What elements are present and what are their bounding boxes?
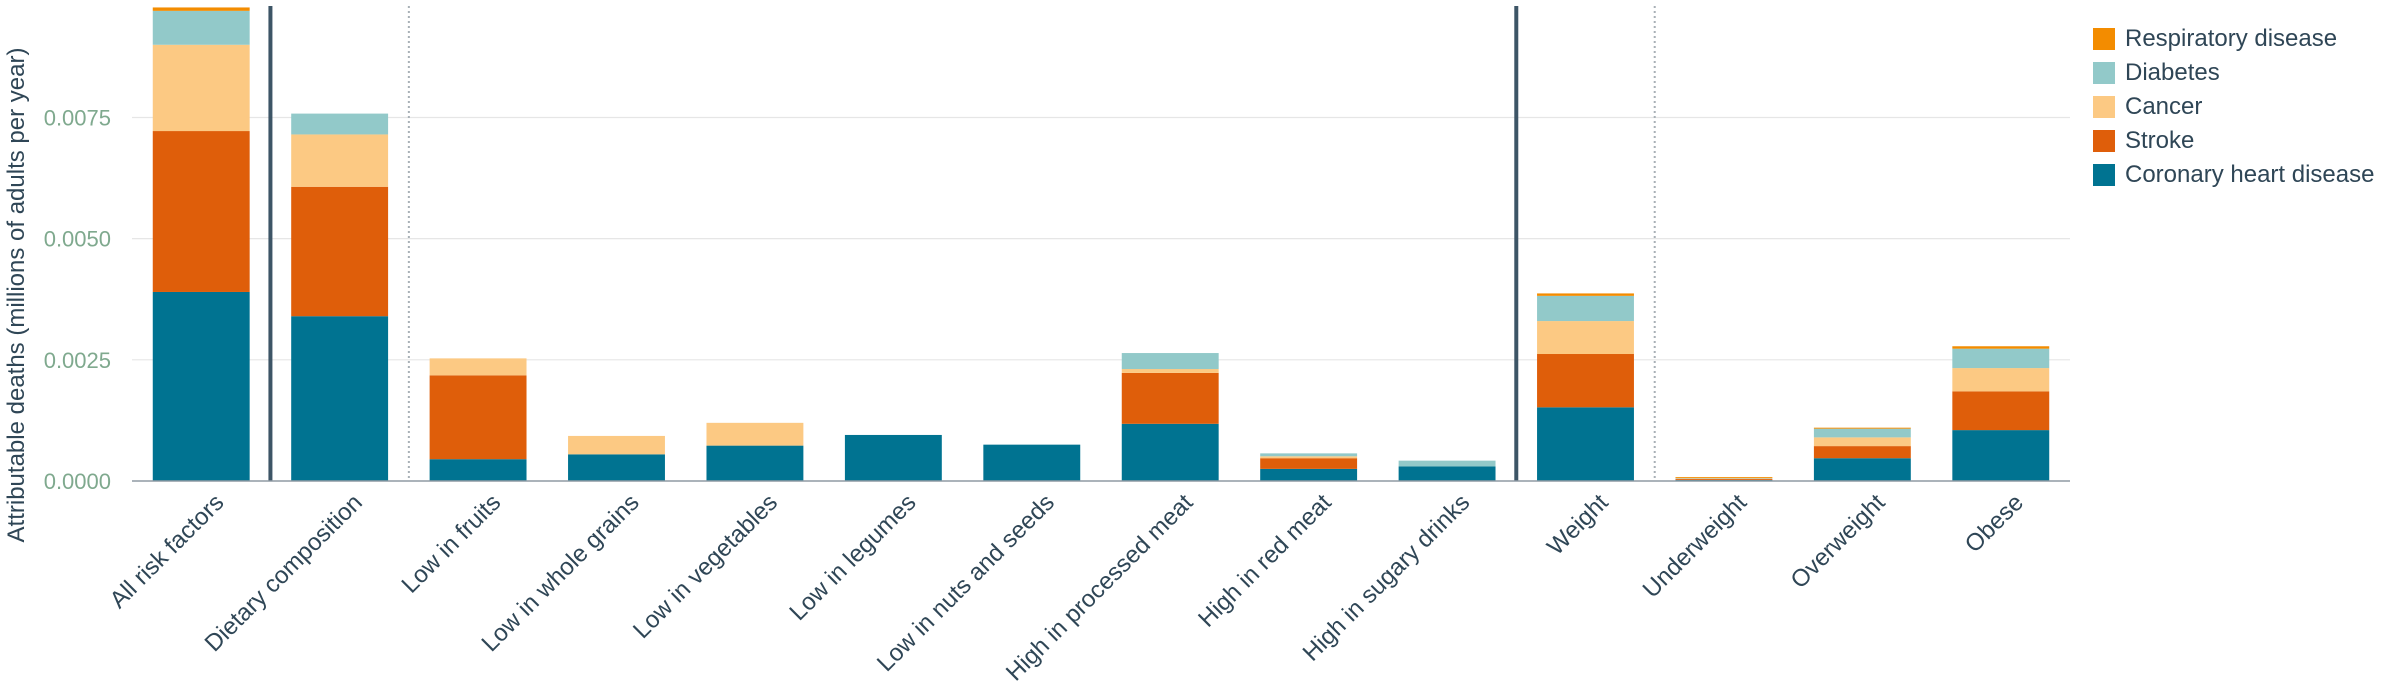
bar-weight-stroke[interactable] [1537, 354, 1634, 408]
bar-low-in-legumes-coronary-heart-disease[interactable] [844, 434, 942, 481]
x-tick-label-all-risk-factors: All risk factors [105, 489, 230, 614]
x-tick-label-low-in-vegetables: Low in vegetables [628, 489, 783, 644]
bar-low-in-fruits-cancer[interactable] [429, 358, 527, 376]
gridlines [132, 116, 2070, 361]
bar-low-in-vegetables-coronary-heart-disease[interactable] [706, 445, 804, 481]
bar-high-in-red-meat-diabetes[interactable] [1260, 453, 1358, 457]
bar-low-in-fruits-stroke[interactable] [429, 375, 527, 460]
bar-high-in-sugary-drinks-coronary-heart-disease[interactable] [1398, 466, 1496, 481]
x-tick-label-low-in-whole-grains: Low in whole grains [476, 489, 644, 657]
bar-high-in-processed-meat-stroke[interactable] [1121, 372, 1219, 424]
bar-obese-diabetes[interactable] [1952, 348, 2050, 369]
x-tick-label-low-in-fruits: Low in fruits [397, 489, 507, 599]
x-tick-label-high-in-red-meat: High in red meat [1193, 489, 1337, 633]
bar-all-risk-factors-diabetes[interactable] [152, 10, 250, 45]
legend-swatch-stroke [2093, 130, 2115, 152]
x-tick-label-low-in-legumes: Low in legumes [784, 489, 921, 626]
bar-all-risk-factors-stroke[interactable] [152, 131, 250, 292]
legend-item-cancer[interactable]: Cancer [2093, 90, 2374, 124]
bar-dietary-composition-diabetes[interactable] [291, 113, 389, 135]
bar-dietary-composition-coronary-heart-disease[interactable] [291, 316, 389, 481]
y-tick-label: 0.0075 [44, 105, 111, 130]
bar-weight-diabetes[interactable] [1537, 295, 1634, 322]
bar-obese-respiratory-disease[interactable] [1952, 346, 2050, 349]
bar-obese-cancer[interactable] [1952, 368, 2050, 392]
bar-obese-stroke[interactable] [1952, 391, 2050, 431]
legend-swatch-respiratory [2093, 28, 2115, 50]
bar-all-risk-factors-cancer[interactable] [152, 44, 250, 132]
legend-item-stroke[interactable]: Stroke [2093, 124, 2374, 158]
bar-weight-cancer[interactable] [1537, 321, 1634, 355]
bar-high-in-red-meat-stroke[interactable] [1260, 458, 1358, 469]
bar-weight-coronary-heart-disease[interactable] [1537, 407, 1634, 481]
bar-low-in-nuts-and-seeds-coronary-heart-disease[interactable] [983, 444, 1081, 481]
legend-item-respiratory[interactable]: Respiratory disease [2093, 22, 2374, 56]
bar-weight-respiratory-disease[interactable] [1537, 293, 1634, 296]
bar-overweight-cancer[interactable] [1813, 437, 1911, 447]
bar-overweight-coronary-heart-disease[interactable] [1813, 458, 1911, 481]
bar-low-in-whole-grains-coronary-heart-disease[interactable] [568, 454, 665, 481]
bar-high-in-processed-meat-cancer[interactable] [1121, 369, 1219, 373]
y-tick-label: 0.0025 [44, 348, 111, 373]
bar-overweight-respiratory-disease[interactable] [1813, 427, 1911, 429]
legend-label-cancer: Cancer [2125, 93, 2203, 120]
bar-dietary-composition-cancer[interactable] [291, 134, 389, 187]
y-axis-title: Attributable deaths (millions of adults … [3, 48, 30, 543]
bar-low-in-fruits-coronary-heart-disease[interactable] [429, 459, 527, 481]
legend-item-diabetes[interactable]: Diabetes [2093, 56, 2374, 90]
bar-overweight-stroke[interactable] [1813, 446, 1911, 459]
legend-swatch-cancer [2093, 96, 2115, 118]
x-tick-label-dietary-composition: Dietary composition [200, 489, 368, 657]
bar-overweight-diabetes[interactable] [1813, 428, 1911, 438]
bar-high-in-processed-meat-diabetes[interactable] [1121, 353, 1219, 370]
x-tick-label-overweight: Overweight [1786, 489, 1891, 594]
y-tick-label: 0.0050 [44, 227, 111, 252]
legend-swatch-coronary [2093, 164, 2115, 186]
x-tick-label-weight: Weight [1542, 489, 1614, 561]
y-tick-label: 0.0000 [44, 469, 111, 494]
legend-label-stroke: Stroke [2125, 127, 2195, 154]
bar-obese-coronary-heart-disease[interactable] [1952, 430, 2050, 481]
legend-label-diabetes: Diabetes [2125, 59, 2220, 86]
legend-item-coronary[interactable]: Coronary heart disease [2093, 158, 2374, 192]
bar-dietary-composition-stroke[interactable] [291, 186, 389, 317]
bar-low-in-vegetables-cancer[interactable] [706, 422, 804, 446]
bar-all-risk-factors-respiratory-disease[interactable] [152, 7, 250, 11]
bars [152, 7, 2050, 481]
bar-underweight-respiratory-disease[interactable] [1675, 477, 1773, 479]
y-axis-ticks: 0.0000 0.0025 0.0050 0.0075 [44, 105, 111, 494]
bar-low-in-whole-grains-cancer[interactable] [568, 435, 665, 455]
bar-high-in-processed-meat-coronary-heart-disease[interactable] [1121, 423, 1219, 481]
bar-high-in-red-meat-cancer[interactable] [1260, 456, 1358, 459]
legend-label-respiratory: Respiratory disease [2125, 25, 2338, 52]
legend-swatch-diabetes [2093, 62, 2115, 84]
bar-all-risk-factors-coronary-heart-disease[interactable] [152, 291, 250, 481]
legend-label-coronary: Coronary heart disease [2125, 161, 2375, 188]
group-separators [268, 6, 1656, 481]
bar-underweight-stroke[interactable] [1675, 479, 1773, 481]
x-tick-label-obese: Obese [1960, 489, 2029, 558]
bar-high-in-red-meat-coronary-heart-disease[interactable] [1260, 468, 1358, 481]
legend: Respiratory disease Diabetes Cancer Stro… [2093, 22, 2374, 192]
bar-high-in-sugary-drinks-diabetes[interactable] [1398, 460, 1496, 467]
x-tick-label-underweight: Underweight [1638, 489, 1753, 604]
